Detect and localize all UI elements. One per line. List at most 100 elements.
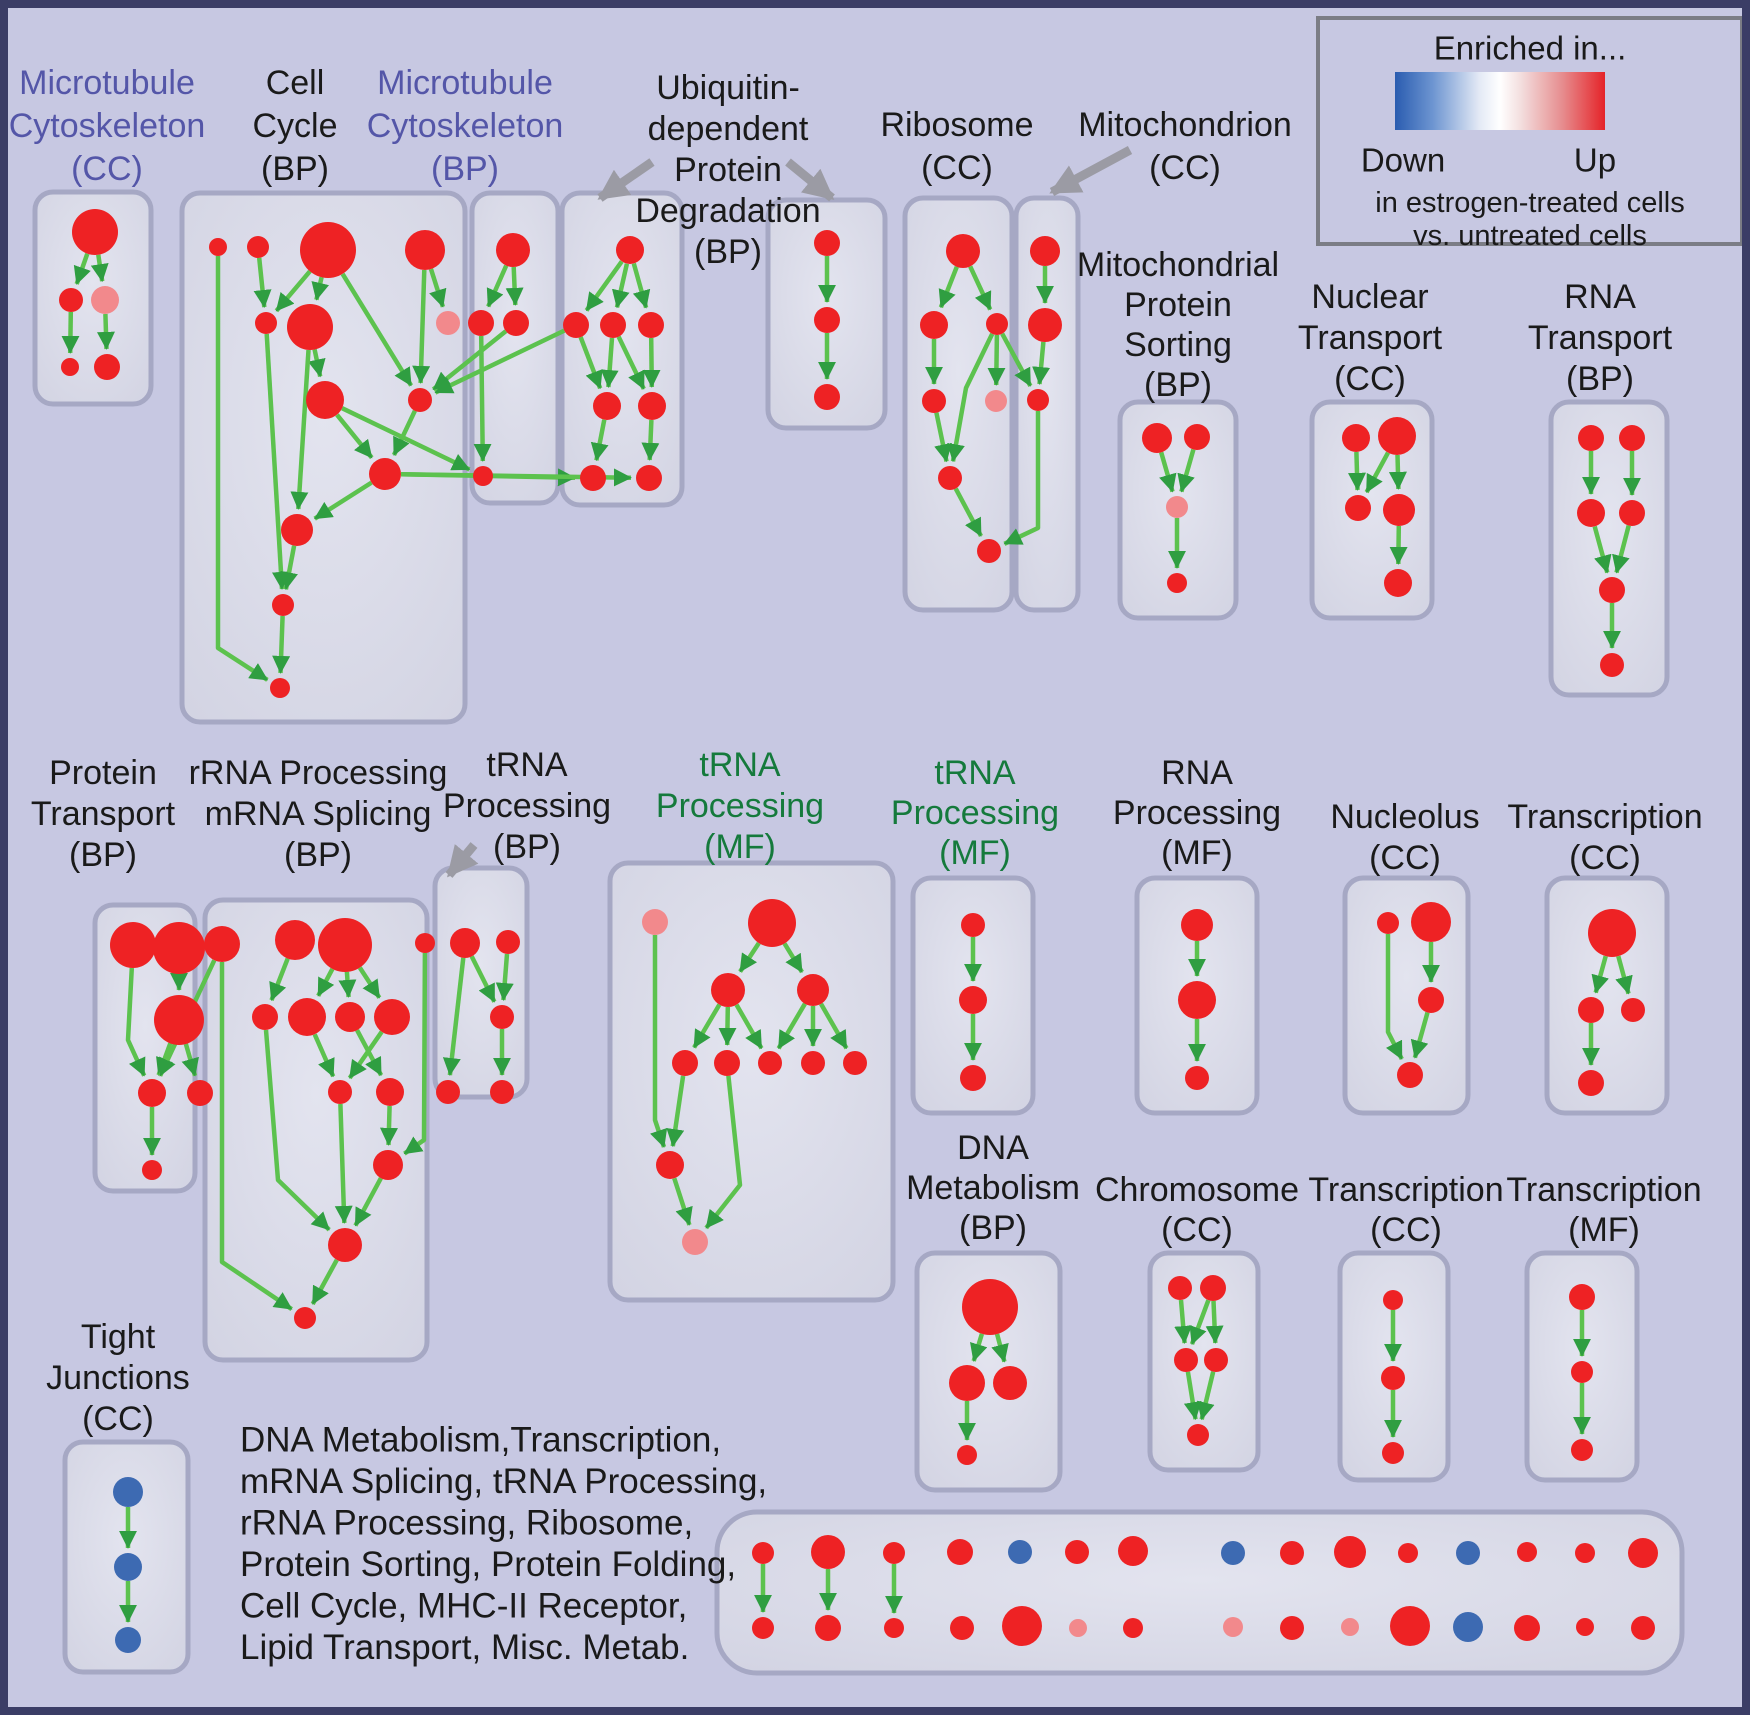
cluster-label-trna-mf-2: (MF) <box>939 834 1011 872</box>
go-term-node-red <box>1578 425 1604 451</box>
label-pointer-arrow <box>1049 146 1133 196</box>
enrichment-edge <box>486 264 509 308</box>
enrichment-edge <box>334 1103 353 1224</box>
go-term-node-red <box>1028 308 1062 342</box>
enrichment-edge <box>641 419 660 461</box>
enrichment-edge <box>1174 1299 1193 1344</box>
enrichment-edge <box>428 268 447 308</box>
go-term-node-red <box>1418 987 1444 1013</box>
enrichment-edge <box>987 334 1006 386</box>
go-term-node-red <box>61 358 79 376</box>
go-term-node-red <box>977 539 1001 563</box>
cluster-label-transcription-cc-row2: Transcription <box>1507 798 1702 836</box>
go-term-node-red <box>957 1445 977 1465</box>
enrichment-edge <box>612 263 630 309</box>
enrichment-edge <box>269 957 290 1002</box>
go-term-node-red <box>711 973 745 1007</box>
cluster-label-chromosome-cc: Chromosome <box>1095 1171 1299 1209</box>
go-term-node-red <box>1383 1290 1403 1310</box>
go-term-node-red <box>72 209 118 255</box>
enrichment-edge <box>934 412 952 463</box>
enrichment-edge <box>357 966 382 999</box>
go-term-node-red <box>187 1080 213 1106</box>
go-term-node-red <box>335 1002 365 1032</box>
go-term-node-red <box>656 1151 684 1179</box>
enrichment-edge <box>1612 525 1631 574</box>
go-term-node-red <box>405 230 445 270</box>
go-term-node-pink <box>91 286 119 314</box>
cluster-label-mitochondrion-cc: Mitochondrion <box>1078 106 1292 144</box>
go-term-node-red <box>1517 1542 1537 1562</box>
nodes-layer <box>59 209 1658 1653</box>
go-term-node-pink <box>682 1229 708 1255</box>
enrichment-edge <box>353 1177 383 1227</box>
enrichment-edge <box>335 413 374 460</box>
go-term-node-red <box>1065 1540 1089 1564</box>
enrichment-edge <box>1003 411 1041 546</box>
misc-categories-text: DNA Metabolism,Transcription, <box>240 1421 721 1460</box>
cluster-label-rna-processing-mf: RNA <box>1161 754 1233 792</box>
go-term-node-red <box>960 1065 986 1091</box>
go-term-node-red <box>275 920 315 960</box>
enrichment-edge <box>379 1105 398 1146</box>
go-term-node-blue <box>113 1477 143 1507</box>
enrichment-edge <box>1592 525 1612 574</box>
go-term-node-red <box>801 1051 825 1075</box>
enrichment-edge <box>666 1075 686 1148</box>
go-term-node-red <box>1577 499 1605 527</box>
go-term-node-red <box>986 313 1008 335</box>
enrichment-edge <box>1032 341 1051 385</box>
cluster-label-transcription-cc-row3: (CC) <box>1370 1211 1442 1249</box>
go-term-node-red <box>369 458 401 490</box>
go-term-node-red <box>1185 1066 1209 1090</box>
go-term-node-red <box>797 974 829 1006</box>
go-term-node-red <box>950 1616 974 1640</box>
cluster-label-protein-transport-bp: (BP) <box>69 836 137 874</box>
go-term-node-red <box>1184 424 1210 450</box>
go-term-node-pink <box>1166 496 1188 518</box>
enrichment-edge <box>1410 1011 1430 1059</box>
go-term-node-red <box>1168 1276 1192 1300</box>
go-term-node-red <box>496 930 520 954</box>
enrichment-edge <box>316 967 335 997</box>
cluster-box-trna-bp <box>432 865 530 1100</box>
go-term-node-red <box>1576 1618 1594 1636</box>
go-term-node-red <box>752 1542 774 1564</box>
go-term-node-red <box>270 678 290 698</box>
go-term-node-red <box>1027 389 1049 411</box>
go-term-node-red <box>962 1279 1018 1335</box>
enrichment-edge <box>73 252 91 285</box>
go-term-node-red <box>318 918 372 972</box>
label-pointer-arrow <box>597 158 655 202</box>
enrichment-edge <box>473 335 492 462</box>
go-term-node-red <box>1142 423 1172 453</box>
go-term-node-red <box>938 466 962 490</box>
go-term-node-red <box>255 312 277 334</box>
go-term-node-blue <box>1456 1541 1480 1565</box>
cluster-label-nuclear-transport-cc: Nuclear <box>1311 278 1428 316</box>
go-term-node-red <box>94 354 120 380</box>
go-term-node-red <box>814 384 840 410</box>
go-term-node-red <box>638 312 664 338</box>
label-pointer-arrow <box>785 158 835 202</box>
cluster-label-tight-junctions-cc: (CC) <box>82 1400 154 1438</box>
enrichment-edge <box>631 262 651 309</box>
go-term-node-red <box>1514 1615 1540 1641</box>
enrichment-edge <box>1205 1300 1224 1344</box>
cluster-label-rna-processing-mf: Processing <box>1113 794 1281 832</box>
go-term-node-red <box>1345 495 1371 521</box>
go-term-node-red <box>1030 236 1060 266</box>
cluster-label-rrna-bp: (BP) <box>284 836 352 874</box>
go-term-node-red <box>1569 1284 1595 1310</box>
cluster-label-mito-sorting-bp: Sorting <box>1124 326 1232 364</box>
enrichment-edge <box>263 1029 331 1232</box>
go-term-node-red <box>59 288 83 312</box>
go-term-node-red <box>154 995 204 1045</box>
go-term-node-red <box>563 312 589 338</box>
enrichment-edge <box>782 942 804 974</box>
cluster-label-ribosome-cc: (CC) <box>921 149 993 187</box>
enrichment-edge <box>718 1006 737 1046</box>
go-term-node-pink <box>642 909 668 935</box>
misc-categories-text: Protein Sorting, Protein Folding, <box>240 1545 736 1584</box>
enrichment-edge <box>253 257 272 308</box>
